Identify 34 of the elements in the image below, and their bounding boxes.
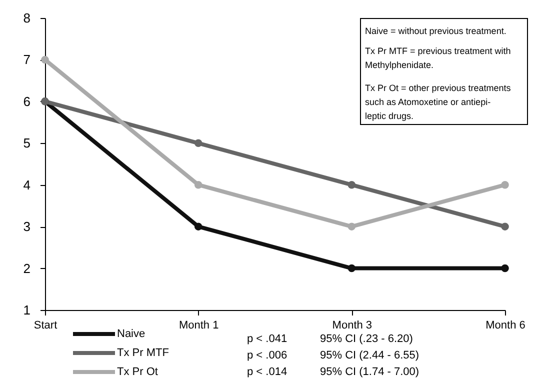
point <box>501 222 509 230</box>
legend-label: Naive <box>117 328 146 340</box>
y-tick-label: 1 <box>23 302 30 318</box>
y-tick-label: 2 <box>23 260 30 276</box>
annotation: Tx Pr Ot = other previous treatments such as Atomoxetine or antiepi- leptic drugs. <box>365 83 512 121</box>
point <box>194 180 202 189</box>
text: 95% CI (1.74 - 7.00) <box>320 366 420 378</box>
point <box>194 139 202 148</box>
point <box>348 264 356 272</box>
text: p < .006 <box>247 350 288 362</box>
point <box>348 180 356 189</box>
legend-label: Tx Pr Ot <box>117 366 158 378</box>
x-tick-label: Month 1 <box>178 320 219 332</box>
x-tick-label: Month 6 <box>486 320 526 332</box>
point <box>348 222 356 230</box>
point <box>41 56 49 64</box>
point <box>501 180 509 189</box>
point <box>501 264 509 272</box>
point <box>194 222 202 230</box>
x-tick-label: Start <box>34 320 58 332</box>
annotation: Tx Pr MTF = previous treatment with Methylphenidate. <box>365 46 511 70</box>
y-tick-label: 5 <box>23 136 30 151</box>
annotation: Naive = without previous treatment. <box>365 26 506 36</box>
y-tick-label: 7 <box>23 52 30 68</box>
legend-label: Tx Pr MTF <box>117 347 170 359</box>
text: 95% CI (2.44 - 6.55) <box>320 350 420 362</box>
text: p < .014 <box>247 366 288 378</box>
y-tick-label: 4 <box>23 177 30 192</box>
y-tick-label: 8 <box>23 10 30 26</box>
text: 95% CI (.23 - 6.20) <box>320 333 413 345</box>
y-tick-label: 6 <box>23 94 30 109</box>
x-tick-label: Month 3 <box>332 320 372 332</box>
text: p < .041 <box>247 333 288 345</box>
y-tick-label: 3 <box>23 219 30 234</box>
